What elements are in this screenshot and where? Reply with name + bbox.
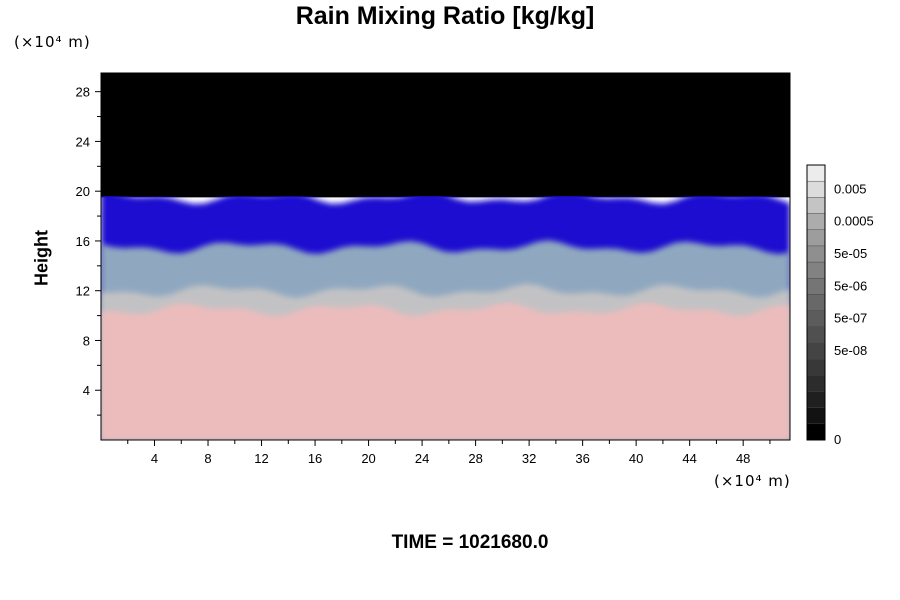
x-tick-label: 8 [204,451,211,466]
y-tick-label: 12 [76,284,90,299]
colorbar-swatch [806,326,826,344]
colorbar-swatch [806,423,826,441]
field-band [101,303,790,440]
x-tick-label: 20 [361,451,375,466]
x-tick-label: 48 [736,451,750,466]
colorbar-swatch [806,407,826,425]
x-tick-label: 44 [682,451,696,466]
chart-title: Rain Mixing Ratio [kg/kg] [295,2,595,30]
x-tick-label: 40 [629,451,643,466]
colorbar-swatch [806,310,826,327]
colorbar-swatch [806,358,826,376]
colorbar-swatch [806,213,826,230]
colorbar-label: 0 [834,432,841,447]
y-tick-label: 20 [76,184,90,199]
y-tick-label: 4 [83,383,90,398]
colorbar-swatch [806,261,826,279]
colorbar-swatch [806,229,826,247]
x-unit-label: (×10⁴ m) [714,472,791,490]
colorbar-swatch [806,164,826,182]
y-tick-label: 16 [76,234,90,249]
y-tick-label: 24 [76,134,90,149]
colorbar-swatch [806,245,826,263]
x-tick-label: 32 [522,451,536,466]
x-tick-label: 28 [468,451,482,466]
heatmap-field [101,73,790,440]
colorbar-label: 0.005 [834,181,867,196]
colorbar-frame [806,164,826,441]
field-band-top [101,73,790,197]
colorbar-label: 5e-05 [834,246,867,261]
colorbar-label: 0.0005 [834,214,874,229]
x-tick-label: 36 [575,451,589,466]
colorbar-swatch [806,180,826,198]
plot-frame [100,72,791,441]
y-unit-label: (×10⁴ m) [14,33,91,51]
colorbar-label: 5e-07 [834,311,867,326]
x-tick-label: 16 [308,451,322,466]
x-tick-label: 12 [254,451,268,466]
time-label: TIME = 1021680.0 [391,532,549,553]
colorbar-swatch [806,391,826,408]
colorbar-label: 5e-06 [834,278,867,293]
colorbar-swatch [806,197,826,214]
x-tick-label: 24 [415,451,429,466]
x-axis: 4 8 12 16 20 24 28 32 36 40 44 48 [127,440,771,466]
colorbar-swatch [806,278,826,295]
colorbar-label: 5e-08 [834,343,867,358]
y-tick-label: 8 [83,333,90,348]
colorbar-swatch [806,375,826,392]
colorbar-swatch [806,342,826,360]
y-axis: 4 8 12 16 20 24 28 [76,85,101,416]
colorbar: 0.005 0.0005 5e-05 5e-06 5e-07 5e-08 0 [806,164,874,447]
y-tick-label: 28 [76,85,90,100]
colorbar-swatch [806,294,826,311]
x-tick-label: 4 [151,451,158,466]
